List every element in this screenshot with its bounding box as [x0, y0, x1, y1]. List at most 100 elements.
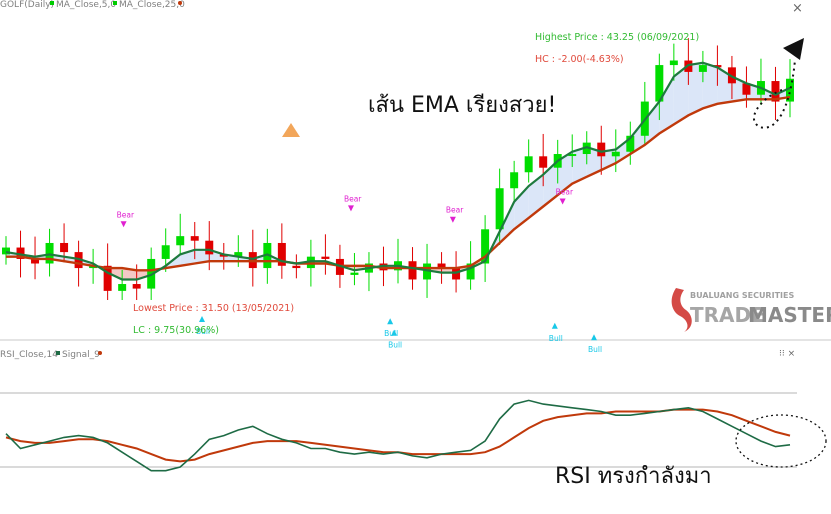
legend-ma25-swatch — [113, 1, 117, 5]
rsi-panel — [0, 341, 831, 510]
candle-body — [423, 263, 432, 280]
candle-body — [539, 156, 548, 168]
bull-arrow-icon — [591, 334, 597, 341]
legend-ma25-dot — [178, 1, 182, 5]
candle-body — [234, 252, 243, 257]
candle-body — [45, 242, 54, 264]
bear-label: Bear — [446, 206, 464, 215]
legend-ma25: MA_Close,25,0 — [119, 0, 185, 10]
bull-arrow-icon — [199, 315, 205, 322]
candle-body — [205, 240, 214, 255]
logo-trade: TRADE — [690, 303, 765, 327]
candle-body — [2, 247, 10, 255]
legend-rsi: RSI_Close,14 — [0, 350, 58, 360]
legend-signal: Signal_9 — [62, 350, 100, 360]
ema-fill-segment — [572, 147, 587, 184]
candle-body — [510, 172, 519, 189]
ema-fill-segment — [499, 201, 515, 243]
candle-body — [771, 81, 780, 102]
candle-body — [16, 247, 25, 259]
bull-label: Bull — [388, 341, 402, 350]
candle-body — [118, 284, 127, 291]
moving-averages-layer — [5, 61, 791, 281]
bear-arrow-icon — [347, 205, 354, 212]
highest-price-label: Highest Price : 43.25 (06/09/2021) — [535, 32, 699, 43]
ma25-line — [6, 95, 791, 272]
rsi-caption: RSI ทรงกำลังมา — [555, 464, 712, 489]
candle-body — [524, 156, 533, 173]
legend-signal-dot — [98, 351, 102, 355]
bear-arrow-icon — [449, 216, 456, 223]
rsi-highlight-ellipse — [735, 414, 827, 468]
lowest-price-label: Lowest Price : 31.50 (13/05/2021) — [133, 303, 294, 314]
bear-label: Bear — [344, 194, 362, 203]
legend-ma5-swatch — [50, 1, 54, 5]
legend-symbol: GOLF(Daily) — [0, 0, 54, 10]
candle-body — [713, 65, 722, 68]
candle-body — [568, 154, 577, 157]
candle-body — [292, 265, 301, 269]
ema-fill-segment — [702, 62, 718, 109]
candle-body — [277, 242, 286, 266]
ema-fill-segment — [659, 76, 674, 134]
candle-body — [669, 60, 678, 66]
close-panel-button[interactable]: × — [792, 1, 803, 16]
candle-body — [495, 188, 504, 230]
hc-label: HC : -2.00(-4.63%) — [535, 54, 624, 65]
candle-body — [408, 261, 417, 280]
rsi-line — [5, 399, 791, 472]
trend-arrow-icon — [783, 38, 804, 60]
candle-body — [437, 263, 446, 269]
logo-company: BUALUANG SECURITIES — [690, 291, 794, 300]
candle-body — [698, 65, 707, 72]
legend-rsi-swatch — [56, 351, 60, 355]
candle-body — [626, 135, 635, 152]
price-panel — [0, 0, 831, 340]
candle-body — [190, 236, 199, 241]
bull-label: Bull — [549, 334, 563, 343]
candle-body — [176, 236, 185, 246]
bull-label: Bull — [588, 345, 602, 354]
candle-body — [481, 229, 490, 264]
bear-arrow-icon — [559, 198, 566, 205]
lc-label: LC : 9.75(30.96%) — [133, 325, 219, 336]
bull-arrow-icon — [391, 329, 398, 336]
candle-body — [786, 78, 794, 102]
bear-arrow-icon — [120, 221, 127, 228]
candle-body — [611, 151, 620, 157]
candle-body — [161, 245, 170, 259]
candle-body — [466, 263, 475, 280]
bear-label: Bear — [117, 210, 135, 219]
ema-fill-segment — [673, 65, 689, 125]
rsi-layer — [5, 399, 791, 472]
ema-caption: เส้น EMA เรียงสวย! — [368, 93, 556, 118]
ema-fill-segment — [688, 62, 703, 116]
logo-flame-icon — [671, 288, 692, 332]
candle-body — [452, 268, 461, 280]
legend-ma5: MA_Close,5,0 — [56, 0, 116, 10]
bull-arrow-icon — [387, 318, 394, 325]
candle-body — [74, 252, 83, 269]
candle-body — [60, 242, 69, 253]
bull-label: Bull — [384, 329, 398, 338]
ema-fill-segment — [514, 185, 529, 230]
bear-label: Bear — [556, 187, 574, 196]
marker-triangle-icon — [282, 123, 300, 137]
ema-fill-segment — [528, 174, 544, 218]
candle-body — [132, 284, 141, 289]
candle-body — [350, 272, 359, 275]
signals-layer: Bear Bear Bear Bear Bull Bull Bull Bull Bull — [117, 187, 602, 354]
candle-body — [31, 258, 40, 264]
candle-body — [103, 265, 112, 291]
candle-body — [597, 142, 606, 157]
bull-arrow-icon — [551, 322, 558, 329]
ma5-line — [5, 61, 791, 281]
candle-body — [219, 254, 228, 257]
candle-body — [742, 83, 751, 95]
candle-body — [321, 256, 330, 259]
rsi-panel-controls[interactable]: ⁝⁝ × — [779, 349, 795, 359]
